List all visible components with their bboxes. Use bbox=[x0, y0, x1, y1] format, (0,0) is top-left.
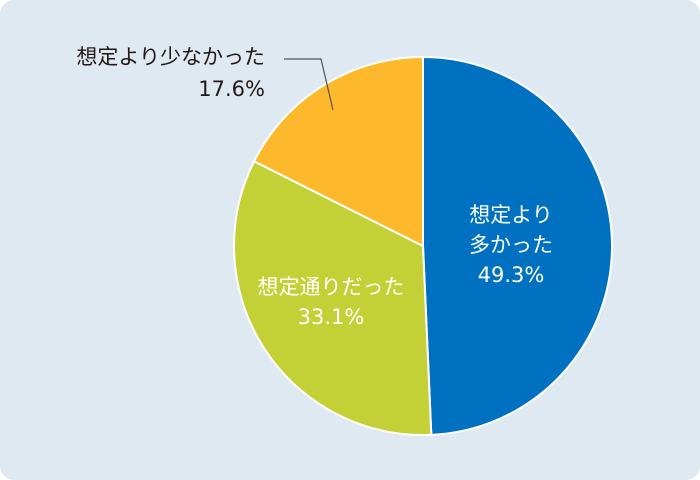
pie-slice-2 bbox=[252, 55, 424, 248]
pie-slice-0 bbox=[422, 55, 613, 436]
leader-line bbox=[284, 58, 334, 111]
slice-value-label: 17.6% bbox=[198, 77, 265, 101]
slice-label: 想定より bbox=[469, 203, 553, 227]
slice-label: 多かった bbox=[469, 233, 553, 257]
slice-label: 想定より少なかった bbox=[76, 45, 265, 69]
slice-label: 想定通りだった bbox=[258, 275, 405, 299]
slice-value-label: 49.3% bbox=[478, 263, 545, 287]
slice-value-label: 33.1% bbox=[298, 305, 365, 329]
pie-slice-1 bbox=[233, 159, 433, 436]
